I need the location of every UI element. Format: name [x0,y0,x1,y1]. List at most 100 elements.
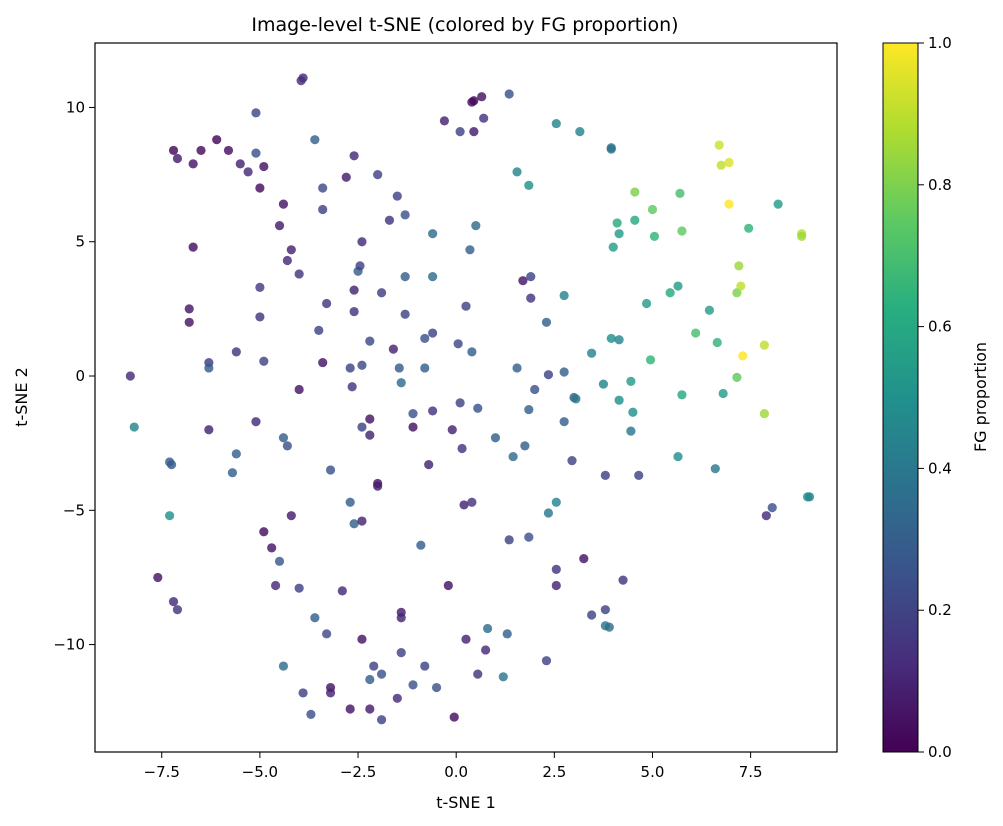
data-point [227,468,238,478]
data-point [286,511,296,521]
data-point [541,656,552,666]
y-axis: −10 −5 0 5 10 [53,98,95,654]
data-point [168,597,179,607]
data-point [365,430,375,440]
x-axis: −7.5 −5.0 −2.5 0.0 2.5 5.0 7.5 [144,752,763,781]
data-point [376,288,387,298]
data-point [665,288,675,298]
data-point [461,301,471,311]
data-point [473,669,483,679]
data-point [255,282,265,292]
data-point [691,328,701,338]
data-point [724,157,734,168]
chart-title: Image-level t-SNE (colored by FG proport… [251,14,678,36]
data-point [439,116,450,126]
data-point [612,218,622,228]
data-point [314,325,324,335]
data-point [614,395,624,405]
data-point [357,634,367,644]
data-point [365,336,375,346]
data-point [259,527,269,537]
data-point [649,231,660,241]
data-point [255,312,265,322]
data-point [278,661,289,671]
data-point [325,688,336,698]
data-point [526,272,536,282]
data-point [184,304,194,314]
data-point [388,344,398,354]
data-point [376,715,387,725]
data-point [251,148,261,158]
data-point [172,153,183,164]
data-point [598,379,609,389]
data-point [724,199,734,209]
data-point [318,204,328,215]
data-point [259,161,269,172]
data-point [673,451,683,462]
data-point [677,390,687,400]
data-point [704,305,715,315]
data-point [551,118,561,129]
data-point [396,378,406,388]
data-point [482,623,493,634]
data-point [551,564,561,574]
data-point [559,367,569,377]
data-point [294,583,304,593]
colorbar-tick-label: 0.4 [928,459,952,477]
data-point [345,497,355,507]
colorbar-tick-label: 0.8 [928,176,952,194]
colorbar-tick-label: 1.0 [928,34,952,52]
data-point [473,403,483,413]
data-point [520,441,530,451]
data-point [345,704,355,714]
data-point [282,255,292,266]
data-point [587,348,597,358]
data-point [420,363,430,373]
colorbar-tick-label: 0.0 [928,743,952,761]
data-point [641,298,652,309]
data-point [286,245,296,255]
data-point [630,215,640,225]
data-point [325,465,336,475]
data-point [274,556,285,566]
data-point [365,414,375,424]
data-point [459,500,469,510]
data-point [759,340,769,350]
data-point [518,276,528,286]
data-point [455,127,465,137]
data-point [310,613,320,623]
data-point [349,285,359,295]
data-point [347,382,357,392]
colorbar-label: FG proportion [971,342,990,452]
data-point [647,204,658,215]
data-point [166,460,177,470]
data-point [449,712,459,722]
data-point [773,199,783,209]
data-point [278,433,289,443]
data-point [408,409,418,419]
colorbar-tick-label: 0.6 [928,318,952,336]
colorbar [882,42,919,753]
data-point [392,693,402,703]
data-point [467,347,477,357]
data-point [188,159,198,169]
data-point [345,363,355,373]
data-point [626,376,636,386]
data-point [400,272,410,282]
data-point [606,333,616,344]
data-point [645,355,656,365]
data-point [469,96,479,106]
data-point [365,674,375,685]
data-point [278,199,289,209]
data-point [508,451,518,462]
data-point [526,293,536,303]
data-point [455,398,465,408]
data-point [376,669,387,679]
data-point [461,634,471,644]
data-point [447,425,457,435]
data-point [571,394,581,404]
data-point [349,151,359,161]
data-point [298,688,308,698]
data-point [212,135,222,145]
data-point [267,543,277,553]
